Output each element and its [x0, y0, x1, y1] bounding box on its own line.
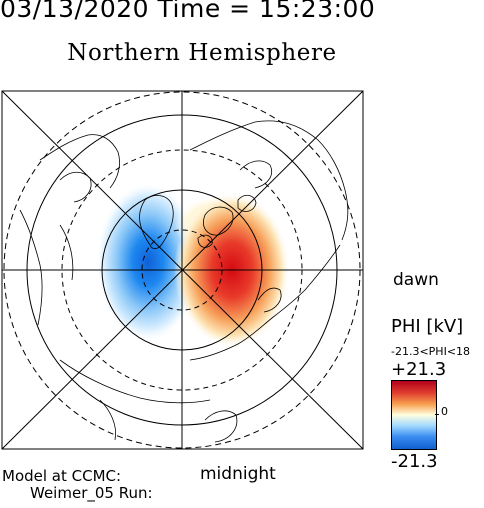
- model-label: Model at CCMC:: [2, 467, 122, 485]
- page-title: Northern Hemisphere: [67, 40, 337, 66]
- colorbar-title: PHI [kV]: [391, 316, 464, 337]
- colorbar-max-label: +21.3: [391, 359, 447, 380]
- colorbar-zero-tick: [435, 414, 439, 415]
- midnight-label: midnight: [200, 464, 276, 484]
- negative-potential-cell: [96, 182, 200, 342]
- polar-map: [1, 90, 364, 450]
- colorbar-zero-label: 0: [441, 405, 448, 418]
- coastlines: [19, 120, 349, 443]
- colorbar: [391, 380, 437, 450]
- colorbar-min-label: -21.3: [391, 451, 438, 472]
- run-label: Weimer_05 Run:: [30, 484, 153, 502]
- colorbar-range: -21.3<PHI<18: [391, 345, 471, 358]
- dawn-label: dawn: [393, 270, 439, 290]
- timestamp: 03/13/2020 Time = 15:23:00: [0, 0, 376, 23]
